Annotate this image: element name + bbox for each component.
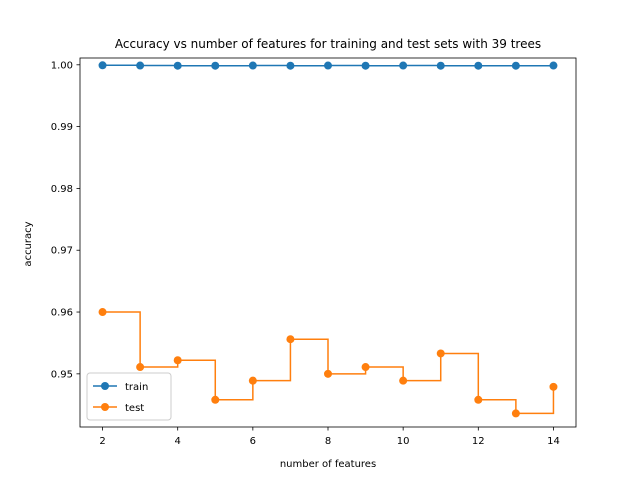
data-point-train-3 <box>136 61 145 70</box>
y-tick-label-0.98: 0.98 <box>51 184 73 195</box>
plot-area: 2 4 6 8 10 12 14 0.95 0.96 0.97 0.98 0.99 1.00 <box>51 57 577 447</box>
data-point-test-3 <box>136 363 145 372</box>
y-tick-label-0.96: 0.96 <box>51 308 73 319</box>
data-point-train-4 <box>173 61 182 70</box>
x-tick-label-14: 14 <box>547 436 560 447</box>
data-point-test-5 <box>211 395 220 404</box>
data-point-test-14 <box>549 382 558 391</box>
x-tick-label-8: 8 <box>325 436 331 447</box>
data-point-test-12 <box>474 395 483 404</box>
data-point-train-14 <box>549 61 558 70</box>
data-point-test-11 <box>436 349 445 358</box>
data-point-train-11 <box>436 61 445 70</box>
legend-label-train: train <box>125 382 148 393</box>
legend-label-test: test <box>125 403 144 414</box>
data-point-train-12 <box>474 61 483 70</box>
data-point-test-4 <box>173 356 182 365</box>
data-point-test-2 <box>98 308 107 317</box>
data-point-test-10 <box>399 376 408 385</box>
y-tick-label-0.95: 0.95 <box>51 369 73 380</box>
data-point-train-9 <box>361 61 370 70</box>
x-tick-label-6: 6 <box>250 436 256 447</box>
legend: train test <box>86 372 172 421</box>
y-axis-title: accuracy <box>23 221 34 266</box>
data-point-test-6 <box>248 376 257 385</box>
data-point-train-10 <box>399 61 408 70</box>
legend-marker-train <box>101 382 109 390</box>
x-tick-label-12: 12 <box>472 436 485 447</box>
data-point-train-2 <box>98 61 107 70</box>
data-point-test-8 <box>324 369 332 378</box>
y-tick-label-0.99: 0.99 <box>51 122 73 133</box>
data-point-train-5 <box>211 61 220 70</box>
x-axis-title: number of features <box>280 459 376 470</box>
legend-marker-test <box>101 403 109 411</box>
y-tick-label-1.00: 1.00 <box>51 60 73 71</box>
x-tick-label-4: 4 <box>175 436 181 447</box>
data-point-test-9 <box>361 363 370 372</box>
data-point-train-6 <box>248 61 257 70</box>
y-tick-label-0.97: 0.97 <box>51 246 73 257</box>
data-point-test-7 <box>286 335 295 344</box>
data-point-train-13 <box>511 61 520 70</box>
chart-title: Accuracy vs number of features for train… <box>115 37 541 51</box>
data-point-train-7 <box>286 61 295 70</box>
x-tick-label-10: 10 <box>397 436 410 447</box>
series-train <box>98 61 558 70</box>
data-point-test-13 <box>511 409 520 418</box>
x-tick-label-2: 2 <box>99 436 105 447</box>
data-point-train-8 <box>324 61 332 70</box>
series-test <box>98 308 558 418</box>
